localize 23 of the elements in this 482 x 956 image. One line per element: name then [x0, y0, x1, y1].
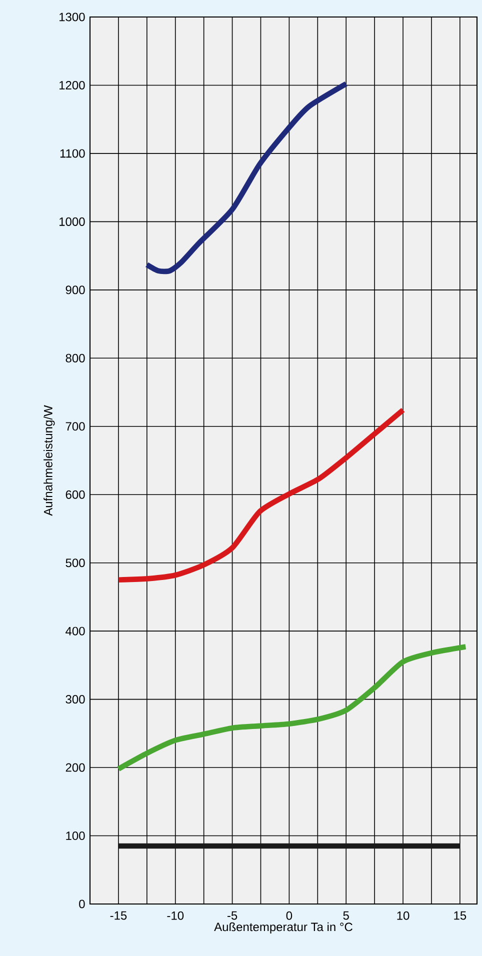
y-tick-label: 700: [66, 422, 85, 431]
x-tick-label: -15: [110, 911, 127, 920]
y-axis-title: Aufnahmeleistung/W: [44, 405, 55, 516]
x-tick-label: -10: [167, 911, 184, 920]
x-tick-label: 10: [397, 911, 410, 920]
y-tick-label: 1000: [60, 217, 85, 226]
y-tick-label: 300: [66, 695, 85, 704]
x-tick-label: -5: [227, 911, 238, 920]
y-tick-label: 100: [66, 832, 85, 840]
x-axis-title: Außentemperatur Ta in °C: [214, 922, 352, 934]
y-tick-label: 900: [66, 286, 85, 294]
y-tick-label: 500: [66, 558, 85, 568]
y-tick-label: 1300: [60, 12, 85, 22]
y-tick-label: 200: [66, 763, 85, 772]
x-tick-label: 15: [454, 911, 466, 920]
y-tick-label: 800: [66, 354, 85, 362]
y-tick-label: 1100: [60, 149, 85, 158]
y-tick-label: 600: [66, 490, 85, 499]
y-tick-label: 400: [66, 626, 85, 636]
x-tick-label: 5: [343, 911, 349, 920]
y-tick-label: 0: [79, 900, 85, 908]
y-tick-label: 1200: [60, 80, 85, 90]
x-tick-label: 0: [286, 911, 292, 920]
